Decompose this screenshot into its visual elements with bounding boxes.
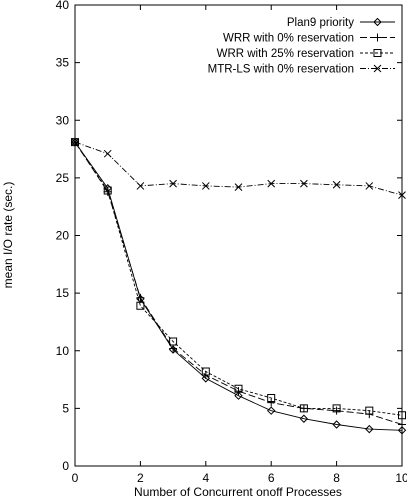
data-point-marker	[332, 420, 341, 429]
x-tick-label: 2	[137, 471, 144, 485]
data-point-marker	[201, 374, 211, 383]
x-tick-label: 6	[268, 471, 275, 485]
data-point-marker	[234, 183, 243, 191]
data-point-marker	[365, 182, 374, 190]
y-tick-label: 35	[56, 56, 70, 70]
data-point-marker	[365, 406, 374, 415]
data-point-marker	[201, 182, 210, 190]
data-point-marker	[234, 384, 243, 393]
data-point-marker	[299, 414, 309, 423]
y-axis-label: mean I/O rate (sec.)	[1, 182, 15, 289]
data-point-marker	[365, 424, 374, 434]
y-tick-label: 0	[62, 459, 69, 473]
y-tick-label: 30	[56, 113, 70, 127]
data-point-marker	[136, 182, 145, 190]
series-line	[74, 141, 403, 425]
data-point-marker	[169, 344, 178, 353]
data-point-marker	[136, 293, 145, 302]
legend-entry: WRR with 25% reservation	[217, 48, 395, 60]
legend-marker	[373, 17, 382, 27]
data-point-marker	[398, 420, 406, 429]
data-point-marker	[136, 301, 145, 310]
y-tick-label: 10	[56, 344, 70, 358]
y-tick-label: 40	[56, 0, 70, 12]
series-3	[71, 138, 406, 420]
y-tick-label: 25	[56, 171, 70, 185]
axis-ticks: 0 2 4 6 8 10 0 5 10 15 20 25 30 35 40	[56, 0, 407, 485]
legend-marker	[373, 64, 382, 73]
series-line	[74, 141, 403, 416]
data-point-marker	[267, 179, 276, 188]
data-point-marker	[103, 186, 112, 195]
x-tick-label: 8	[333, 471, 340, 485]
data-point-marker	[71, 138, 79, 147]
data-point-marker	[267, 398, 276, 407]
data-point-marker	[266, 406, 276, 415]
data-point-marker	[398, 411, 406, 420]
legend-entry: MTR-LS with 0% reservation	[208, 64, 395, 76]
data-point-marker	[201, 367, 210, 376]
data-point-marker	[300, 179, 308, 188]
legend-entry: Plan9 priority	[287, 17, 395, 29]
series-layer	[70, 137, 407, 435]
legend-marker	[373, 49, 382, 57]
data-point-marker	[398, 191, 406, 200]
legend: Plan9 priority WRR with 0% reservation WRR…	[208, 17, 395, 76]
data-point-marker	[169, 337, 178, 346]
data-point-marker	[234, 391, 243, 400]
y-tick-label: 15	[56, 286, 70, 300]
series-line	[74, 141, 403, 431]
y-tick-label: 20	[56, 229, 70, 243]
legend-label: Plan9 priority	[287, 17, 354, 29]
y-tick-label: 5	[62, 401, 69, 415]
data-point-marker	[267, 394, 276, 403]
legend-label: MTR-LS with 0% reservation	[208, 64, 354, 76]
x-axis-label: Number of Concurrent onoff Processes	[134, 485, 342, 499]
data-point-marker	[332, 404, 341, 413]
x-tick-label: 4	[202, 471, 209, 485]
legend-label: WRR with 0% reservation	[223, 33, 354, 45]
data-point-marker	[169, 179, 177, 188]
x-tick-label: 0	[72, 471, 79, 485]
series-4	[71, 138, 406, 200]
data-point-marker	[71, 138, 79, 147]
data-point-marker	[299, 404, 308, 413]
legend-label: WRR with 25% reservation	[217, 48, 354, 60]
x-tick-label: 10	[395, 471, 407, 485]
data-point-marker	[103, 149, 112, 158]
data-point-marker	[332, 180, 341, 189]
legend-entry: WRR with 0% reservation	[223, 33, 395, 45]
data-point-marker	[397, 426, 407, 435]
legend-marker	[373, 33, 382, 42]
data-point-marker	[332, 406, 341, 415]
